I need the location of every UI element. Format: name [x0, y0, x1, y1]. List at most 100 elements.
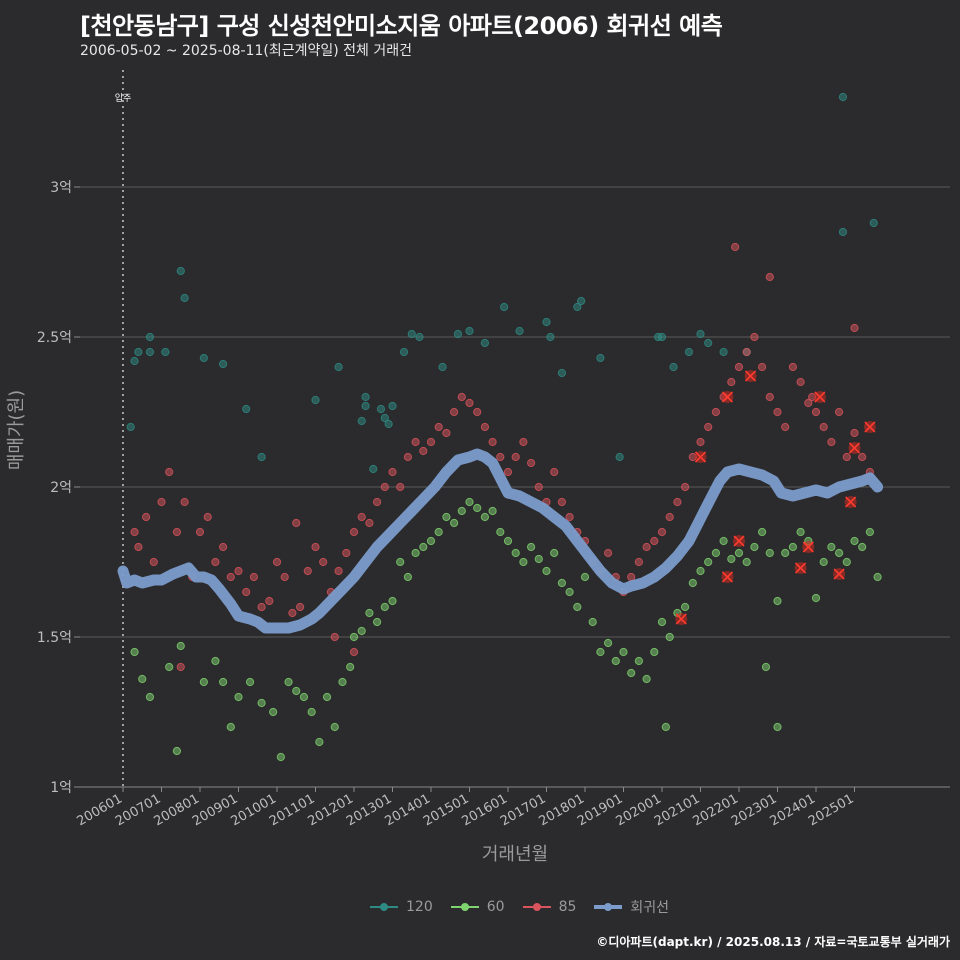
data-point-60 — [796, 527, 805, 537]
data-point-60 — [480, 512, 489, 522]
data-point-120 — [704, 338, 713, 348]
data-point-60 — [380, 602, 389, 612]
data-point-85 — [195, 527, 205, 537]
data-point-60 — [396, 557, 405, 567]
data-point-60 — [503, 536, 513, 546]
data-point-120 — [369, 464, 378, 474]
data-point-60 — [299, 692, 309, 702]
data-point-60 — [426, 536, 436, 546]
highlight-cross — [733, 535, 745, 547]
data-point-120 — [407, 329, 416, 339]
data-point-85 — [742, 347, 751, 357]
data-point-60 — [661, 722, 670, 732]
data-point-85 — [130, 527, 139, 537]
data-point-85 — [604, 548, 613, 558]
legend-item-regression[interactable]: 회귀선 — [594, 897, 669, 917]
data-point-85 — [765, 392, 774, 402]
data-point-60 — [527, 542, 536, 552]
data-point-85 — [380, 482, 389, 492]
data-point-85 — [534, 482, 543, 492]
data-point-85 — [627, 572, 636, 582]
y-axis-title: 매매가(원) — [6, 390, 27, 470]
data-point-60 — [234, 692, 243, 702]
data-point-85 — [330, 632, 339, 642]
legend-label-85: 85 — [558, 899, 577, 915]
data-point-120 — [696, 329, 705, 339]
data-point-60 — [588, 617, 597, 627]
legend-item-85[interactable]: 85 — [522, 899, 577, 915]
data-point-120 — [399, 347, 409, 357]
data-point-60 — [496, 527, 505, 537]
data-point-120 — [145, 347, 155, 357]
data-point-85 — [234, 566, 243, 576]
data-point-60 — [711, 548, 721, 558]
data-point-60 — [434, 527, 443, 537]
data-point-60 — [596, 647, 605, 657]
data-point-85 — [426, 437, 436, 447]
source-footer: ©디아파트(dapt.kr) / 2025.08.13 / 자료=국토교통부 실… — [596, 935, 950, 949]
data-point-85 — [272, 557, 282, 567]
legend-label-regression: 회귀선 — [630, 900, 670, 916]
data-point-85 — [434, 422, 443, 432]
data-point-120 — [242, 404, 251, 414]
data-point-120 — [657, 332, 667, 342]
legend-swatch-60 — [450, 900, 479, 914]
legend-swatch-regression — [594, 900, 623, 914]
data-point-85 — [203, 512, 212, 522]
highlight-marker — [833, 568, 846, 580]
highlight-marker — [844, 496, 857, 508]
regression-line — [117, 448, 884, 634]
data-point-120 — [542, 317, 551, 327]
data-point-120 — [126, 422, 135, 432]
data-point-120 — [388, 401, 397, 411]
highlight-marker — [813, 391, 826, 403]
legend-item-60[interactable]: 60 — [450, 899, 505, 915]
data-point-120 — [719, 347, 728, 357]
data-point-85 — [180, 497, 189, 507]
data-point-60 — [519, 557, 528, 567]
highlight-marker — [863, 421, 876, 433]
data-point-85 — [804, 398, 813, 408]
highlight-cross — [814, 391, 826, 403]
data-point-60 — [130, 647, 139, 657]
data-point-85 — [311, 542, 320, 552]
data-point-60 — [292, 686, 301, 696]
data-point-60 — [511, 548, 520, 558]
move-in-label: 입주 — [115, 92, 132, 104]
data-point-85 — [396, 482, 405, 492]
data-point-85 — [165, 467, 174, 477]
data-point-60 — [330, 722, 339, 732]
data-point-60 — [665, 632, 674, 642]
data-point-60 — [199, 677, 208, 687]
data-point-60 — [565, 587, 574, 597]
legend-label-120: 120 — [406, 899, 433, 915]
data-point-60 — [819, 557, 828, 567]
data-point-60 — [450, 518, 459, 528]
legend-item-120[interactable]: 120 — [370, 899, 433, 915]
data-point-60 — [765, 548, 774, 558]
data-point-60 — [145, 692, 155, 702]
data-point-85 — [519, 437, 528, 447]
highlight-cross — [795, 562, 807, 574]
data-point-85 — [681, 482, 690, 492]
data-point-85 — [388, 467, 397, 477]
scatter-points — [126, 92, 882, 762]
data-point-85 — [303, 566, 312, 576]
data-point-85 — [819, 422, 828, 432]
data-point-60 — [761, 662, 771, 672]
highlight-marker — [675, 613, 688, 625]
data-point-85 — [342, 548, 351, 558]
data-point-120 — [480, 338, 489, 348]
data-point-60 — [634, 656, 644, 666]
data-point-85 — [511, 452, 520, 462]
data-point-85 — [858, 452, 867, 462]
data-point-60 — [315, 737, 324, 747]
axes — [74, 70, 950, 792]
data-point-120 — [145, 332, 155, 342]
data-point-120 — [176, 266, 185, 276]
data-point-85 — [765, 272, 774, 282]
data-point-60 — [465, 497, 474, 507]
data-point-60 — [657, 617, 667, 627]
data-point-120 — [596, 353, 605, 363]
